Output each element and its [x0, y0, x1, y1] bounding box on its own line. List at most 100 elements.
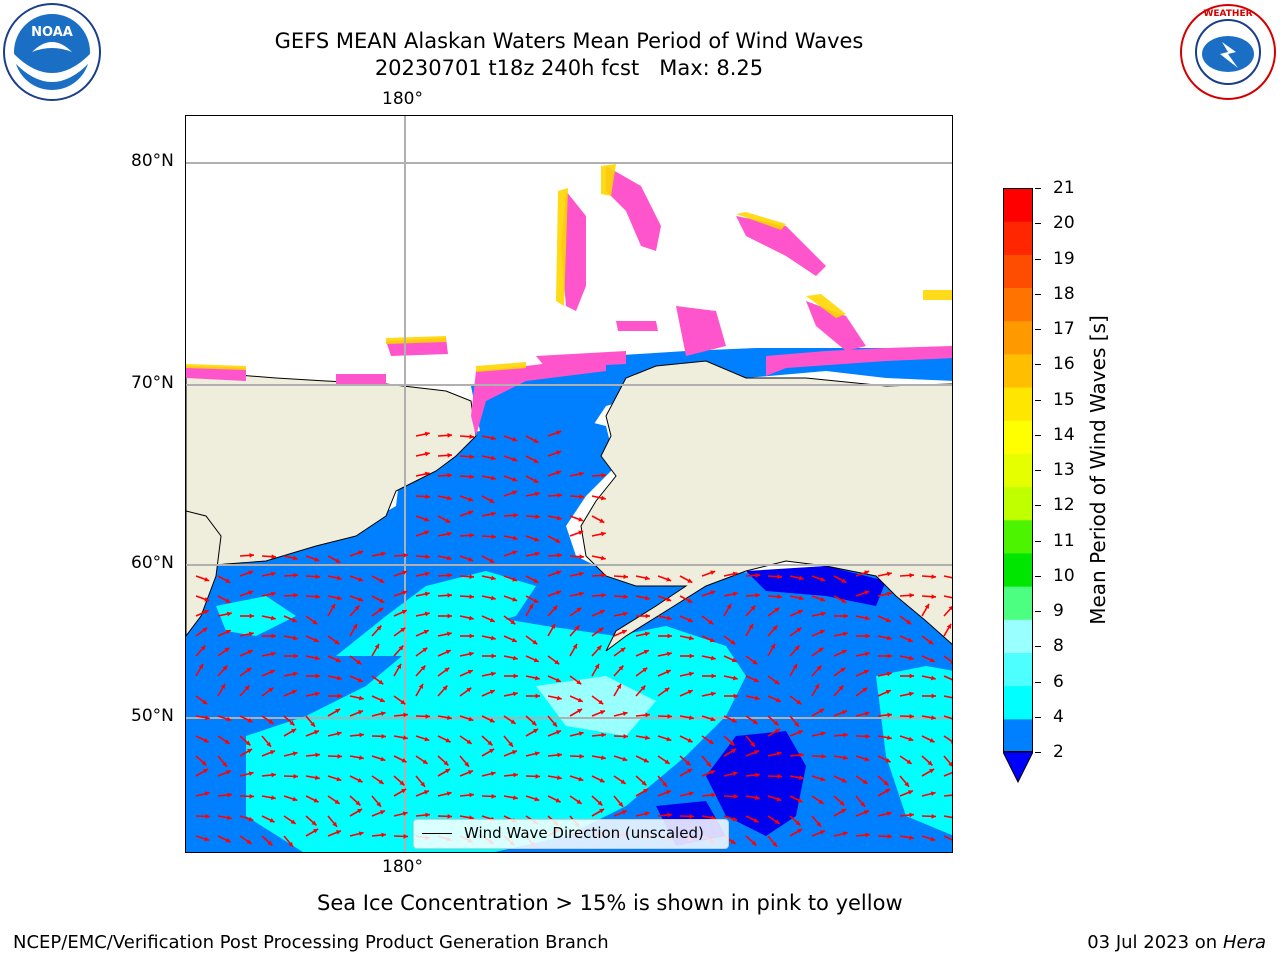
wave-direction-arrowhead: [687, 769, 693, 774]
wave-direction-arrowhead: [468, 770, 473, 775]
wave-direction-arrowhead: [380, 551, 386, 557]
colorbar-label: Mean Period of Wind Waves [s]: [1086, 315, 1110, 625]
wave-direction-arrowhead: [929, 657, 935, 663]
wave-direction-arrowhead: [398, 645, 404, 651]
colorbar-tick-mark: [1035, 716, 1041, 718]
wave-direction-arrowhead: [798, 730, 803, 735]
wave-direction-arrowhead: [816, 665, 822, 671]
colorbar-tick-label: 21: [1053, 178, 1075, 198]
wave-direction-arrowhead: [865, 633, 870, 639]
wave-direction-arrowhead: [532, 639, 538, 645]
land-kamchatka: [186, 510, 222, 637]
wave-direction-arrowhead: [424, 471, 430, 477]
wave-direction-arrowhead: [931, 693, 936, 699]
wave-direction-arrowhead: [314, 691, 320, 697]
wave-direction-arrowhead: [777, 594, 782, 600]
wave-direction-arrowhead: [579, 554, 584, 560]
wave-direction-arrowhead: [401, 758, 407, 763]
wave-direction-arrowhead: [225, 578, 231, 583]
map-legend: Wind Wave Direction (unscaled): [413, 819, 729, 849]
wave-direction-arrowhead: [512, 550, 518, 555]
wave-direction-arrowhead: [468, 557, 474, 562]
wave-direction-arrowhead: [334, 799, 340, 804]
wave-direction-arrowhead: [666, 577, 672, 582]
wave-direction-arrowhead: [313, 798, 319, 803]
wave-direction-arrowhead: [244, 685, 250, 691]
colorbar-band: [1003, 221, 1033, 255]
wave-direction-arrow: [943, 715, 952, 720]
wave-direction-arrowhead: [931, 813, 936, 819]
wave-direction-arrowhead: [314, 655, 320, 661]
wave-direction-arrowhead: [314, 730, 319, 735]
wave-direction-arrowhead: [755, 592, 760, 598]
wave-direction-arrowhead: [883, 780, 889, 786]
wave-direction-arrowhead: [424, 571, 430, 577]
wave-direction-arrowhead: [799, 775, 804, 781]
lat-label-70: 70°N: [131, 373, 174, 393]
wave-direction-arrowhead: [376, 801, 381, 807]
wave-direction-arrowhead: [270, 651, 276, 657]
wave-direction-arrowhead: [820, 577, 826, 582]
wave-direction-arrowhead: [359, 755, 364, 761]
wave-direction-arrowhead: [929, 738, 935, 743]
wave-direction-arrowhead: [753, 818, 759, 823]
wave-direction-arrowhead: [623, 574, 628, 580]
wave-direction-arrowhead: [820, 597, 826, 602]
wave-direction-arrowhead: [292, 635, 298, 641]
wave-direction-arrowhead: [313, 637, 319, 643]
wave-direction-arrowhead: [469, 815, 474, 821]
wave-direction-arrowhead: [864, 615, 870, 621]
wave-direction-arrowhead: [579, 753, 584, 759]
wave-direction-arrowhead: [378, 679, 384, 685]
wave-direction-arrowhead: [816, 821, 821, 827]
wave-direction-arrowhead: [904, 781, 909, 787]
wave-direction-arrowhead: [578, 591, 584, 597]
land-alaska: [580, 360, 952, 652]
wave-direction-arrowhead: [533, 458, 539, 463]
wave-direction-arrowhead: [401, 789, 407, 794]
wave-direction-arrowhead: [752, 659, 758, 665]
wave-direction-arrowhead: [557, 492, 562, 498]
wave-direction-arrowhead: [315, 752, 320, 758]
wave-direction-arrowhead: [222, 665, 228, 671]
wave-direction-arrowhead: [885, 758, 891, 763]
wave-direction-arrowhead: [512, 477, 518, 482]
wave-direction-arrowhead: [577, 709, 583, 714]
colorbar-tick-mark: [1035, 223, 1041, 225]
wave-direction-arrowhead: [424, 451, 430, 457]
wave-direction-arrowhead: [403, 833, 408, 839]
wave-direction-arrowhead: [644, 631, 650, 637]
wave-direction-arrowhead: [292, 796, 298, 802]
wave-direction-arrowhead: [270, 750, 275, 755]
wave-direction-arrowhead: [200, 645, 206, 651]
wave-direction-arrowhead: [666, 597, 672, 602]
wave-direction-arrowhead: [773, 720, 779, 726]
wave-direction-arrowhead: [534, 675, 540, 681]
wave-direction-arrowhead: [248, 816, 254, 822]
colorbar-tick-label: 15: [1053, 389, 1075, 410]
wave-direction-arrowhead: [489, 689, 495, 695]
wave-direction-arrow: [943, 735, 952, 743]
colorbar-tick-mark: [1035, 188, 1041, 189]
wave-direction-arrowhead: [446, 495, 452, 501]
wave-direction-arrowhead: [445, 649, 451, 655]
wave-direction-arrowhead: [754, 695, 760, 701]
arctic-ocean-strip: [471, 348, 952, 451]
colorbar-band: [1003, 453, 1033, 488]
wave-direction-arrowhead: [225, 838, 231, 843]
wave-direction-arrowhead: [534, 796, 540, 802]
wave-direction-arrowhead: [528, 603, 533, 609]
wave-direction-arrowhead: [467, 669, 473, 675]
wave-direction-arrowhead: [315, 775, 320, 781]
wave-direction-arrowhead: [820, 611, 826, 617]
wave-direction-arrowhead: [796, 627, 802, 633]
wave-direction-arrowhead: [358, 597, 364, 602]
wave-direction-arrowhead: [930, 675, 936, 681]
wave-direction-arrowhead: [248, 771, 254, 777]
wave-direction-arrowhead: [534, 491, 540, 497]
footer-credit: NCEP/EMC/Verification Post Processing Pr…: [13, 932, 609, 953]
noaa-logo: NOAA: [2, 2, 102, 102]
svg-text:NOAA: NOAA: [31, 25, 73, 40]
wave-direction-arrowhead: [490, 511, 496, 517]
wave-direction-arrowhead: [645, 735, 650, 741]
